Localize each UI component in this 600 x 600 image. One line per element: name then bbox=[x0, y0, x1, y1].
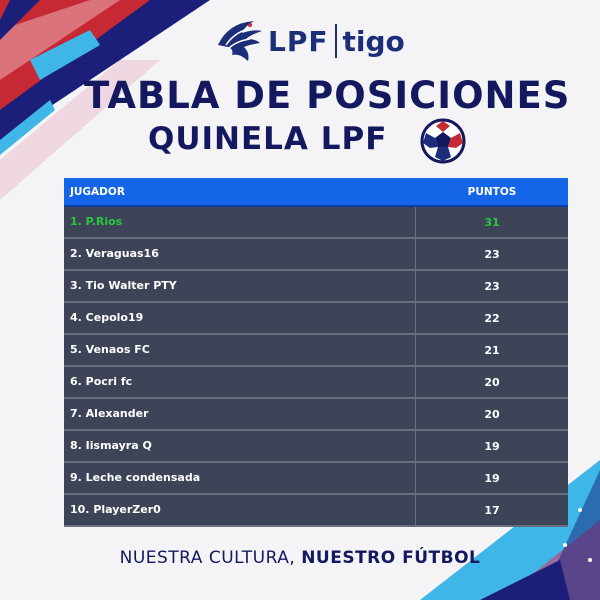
table-row: 1. P.Rios 31 bbox=[64, 207, 568, 239]
logo-lpf-text: LPF bbox=[268, 24, 329, 58]
table-row: 2. Veraguas16 23 bbox=[64, 239, 568, 271]
table-row: 5. Venaos FC 21 bbox=[64, 335, 568, 367]
player-name: 3. Tio Walter PTY bbox=[64, 271, 416, 301]
player-name: 6. Pocri fc bbox=[64, 367, 416, 397]
player-points: 23 bbox=[484, 247, 500, 261]
table-row: 6. Pocri fc 20 bbox=[64, 367, 568, 399]
column-header-player: JUGADOR bbox=[70, 185, 125, 198]
player-points: 22 bbox=[484, 311, 500, 325]
player-name: 5. Venaos FC bbox=[64, 335, 416, 365]
tagline-bold: NUESTRO FÚTBOL bbox=[301, 548, 481, 568]
player-points: 20 bbox=[484, 375, 500, 389]
player-points: 19 bbox=[484, 439, 500, 453]
logo-divider bbox=[334, 24, 337, 58]
player-name: 9. Leche condensada bbox=[64, 463, 416, 493]
player-points: 31 bbox=[484, 215, 500, 229]
table-row: 8. Iismayra Q 19 bbox=[64, 431, 568, 463]
logo-partner-text: tigo bbox=[342, 24, 405, 58]
player-points: 20 bbox=[484, 407, 500, 421]
player-points: 23 bbox=[484, 279, 500, 293]
table-header: JUGADOR PUNTOS bbox=[64, 178, 568, 207]
player-points: 17 bbox=[484, 503, 500, 517]
player-name: 4. Cepolo19 bbox=[64, 303, 416, 333]
player-points: 21 bbox=[484, 343, 500, 357]
player-name: 2. Veraguas16 bbox=[64, 239, 416, 269]
table-row: 4. Cepolo19 22 bbox=[64, 303, 568, 335]
page-subtitle: QUINELA LPF bbox=[148, 121, 388, 157]
player-name: 10. PlayerZer0 bbox=[64, 495, 416, 525]
player-points: 19 bbox=[484, 471, 500, 485]
column-header-points: PUNTOS bbox=[467, 185, 517, 198]
player-name: 7. Alexander bbox=[64, 399, 416, 429]
table-row: 7. Alexander 20 bbox=[64, 399, 568, 431]
tagline-light: NUESTRA CULTURA, bbox=[119, 548, 302, 568]
table-row: 9. Leche condensada 19 bbox=[64, 463, 568, 495]
soccer-ball-icon bbox=[420, 118, 466, 164]
eagle-icon bbox=[218, 21, 262, 61]
player-name: 1. P.Rios bbox=[64, 207, 416, 237]
player-name: 8. Iismayra Q bbox=[64, 431, 416, 461]
table-row: 10. PlayerZer0 17 bbox=[64, 495, 568, 527]
league-logo: LPF tigo bbox=[214, 10, 405, 72]
table-row: 3. Tio Walter PTY 23 bbox=[64, 271, 568, 303]
standings-table: JUGADOR PUNTOS 1. P.Rios 31 2. Veraguas1… bbox=[64, 178, 568, 527]
tagline: NUESTRA CULTURA, NUESTRO FÚTBOL bbox=[0, 548, 600, 568]
page-title: TABLA DE POSICIONES bbox=[84, 74, 571, 117]
